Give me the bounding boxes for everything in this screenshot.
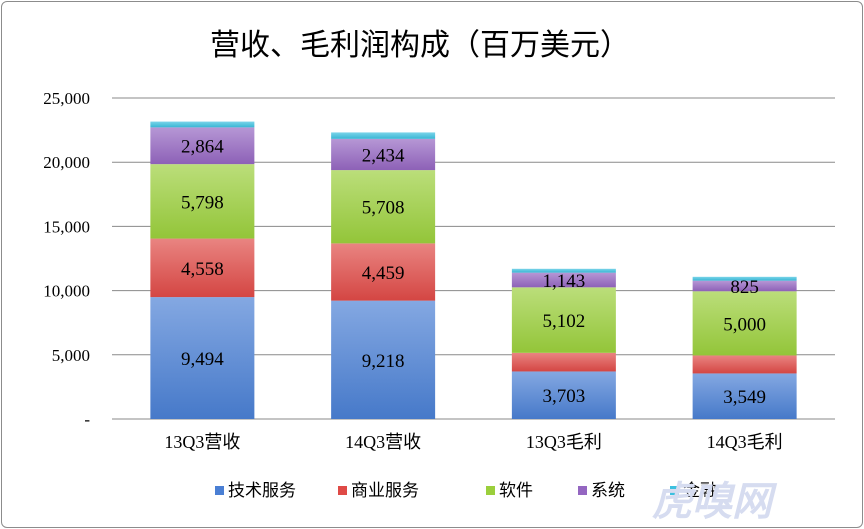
legend-swatch xyxy=(670,486,679,495)
bar-segment xyxy=(150,297,255,419)
x-tick-label: 14Q3营收 xyxy=(345,432,421,452)
bar-segment xyxy=(331,132,436,139)
y-tick-label: - xyxy=(84,410,90,429)
data-label: 3,549 xyxy=(723,387,766,408)
data-label: 5,102 xyxy=(543,311,586,332)
bar-segment xyxy=(511,352,616,372)
watermark-logo: 虎嗅网 xyxy=(652,479,778,525)
data-label: 9,494 xyxy=(181,349,224,370)
data-label: 2,864 xyxy=(181,137,224,158)
legend-item: 商业服务 xyxy=(338,481,419,501)
legend-swatch xyxy=(338,486,347,495)
bar-segment xyxy=(150,121,255,128)
legend-swatch xyxy=(215,486,224,495)
y-tick-label: 10,000 xyxy=(43,282,90,301)
x-tick-label: 13Q3毛利 xyxy=(526,432,602,452)
legend-item: 软件 xyxy=(486,481,533,501)
data-label: 4,459 xyxy=(362,263,405,284)
y-axis-ticks: - 5,000 10,000 15,000 20,000 25,000 xyxy=(43,89,90,429)
x-tick-label: 14Q3毛利 xyxy=(707,432,783,452)
bar-segment xyxy=(331,170,436,244)
bar-segment xyxy=(150,127,255,165)
x-axis-ticks: 13Q3营收 14Q3营收 13Q3毛利 14Q3毛利 xyxy=(164,432,782,452)
data-label: 3,703 xyxy=(543,386,586,407)
y-tick-label: 25,000 xyxy=(43,89,90,108)
data-labels: 9,494 4,558 5,798 2,864 9,218 4,459 5,708 2,434… xyxy=(181,137,766,408)
chart-title: 营收、毛利润构成（百万美元） xyxy=(210,28,630,63)
bar-segment xyxy=(511,268,616,273)
bar-segment xyxy=(150,238,255,298)
y-tick-label: 5,000 xyxy=(52,346,90,365)
data-label: 825 xyxy=(730,277,759,298)
data-label: 5,798 xyxy=(181,192,224,213)
bar-segment xyxy=(331,300,436,419)
bar-segment xyxy=(692,291,797,356)
legend-item: 系统 xyxy=(578,481,625,501)
legend-label: 技术服务 xyxy=(228,481,296,501)
x-tick-label: 13Q3营收 xyxy=(164,432,240,452)
bar-segment xyxy=(331,243,436,301)
bar-segment xyxy=(150,164,255,239)
legend-item: 技术服务 xyxy=(215,481,296,501)
data-label: 5,708 xyxy=(362,198,405,219)
y-tick-label: 15,000 xyxy=(43,217,90,236)
legend-label: 软件 xyxy=(499,481,533,501)
data-label: 5,000 xyxy=(723,314,766,335)
legend-swatch xyxy=(486,486,495,495)
bar-segment xyxy=(692,373,797,419)
data-label: 1,143 xyxy=(543,271,586,292)
bars xyxy=(150,121,797,419)
data-label: 2,434 xyxy=(362,145,405,166)
bar-segment xyxy=(511,371,616,419)
bar-segment xyxy=(692,355,797,374)
bar-segment xyxy=(692,280,797,292)
data-label: 4,558 xyxy=(181,259,224,280)
bar-segment xyxy=(511,287,616,353)
bar-segment xyxy=(511,272,616,288)
data-label: 9,218 xyxy=(362,351,405,372)
legend-label: 系统 xyxy=(591,481,625,501)
legend-label: 金融 xyxy=(683,481,717,501)
y-tick-label: 20,000 xyxy=(43,153,90,172)
legend: 技术服务 商业服务 软件 系统 金融 xyxy=(215,481,717,501)
bar-segment xyxy=(331,138,436,171)
bar-segment xyxy=(692,276,797,281)
legend-label: 商业服务 xyxy=(351,481,419,501)
legend-item: 金融 xyxy=(670,481,717,501)
legend-swatch xyxy=(578,486,587,495)
